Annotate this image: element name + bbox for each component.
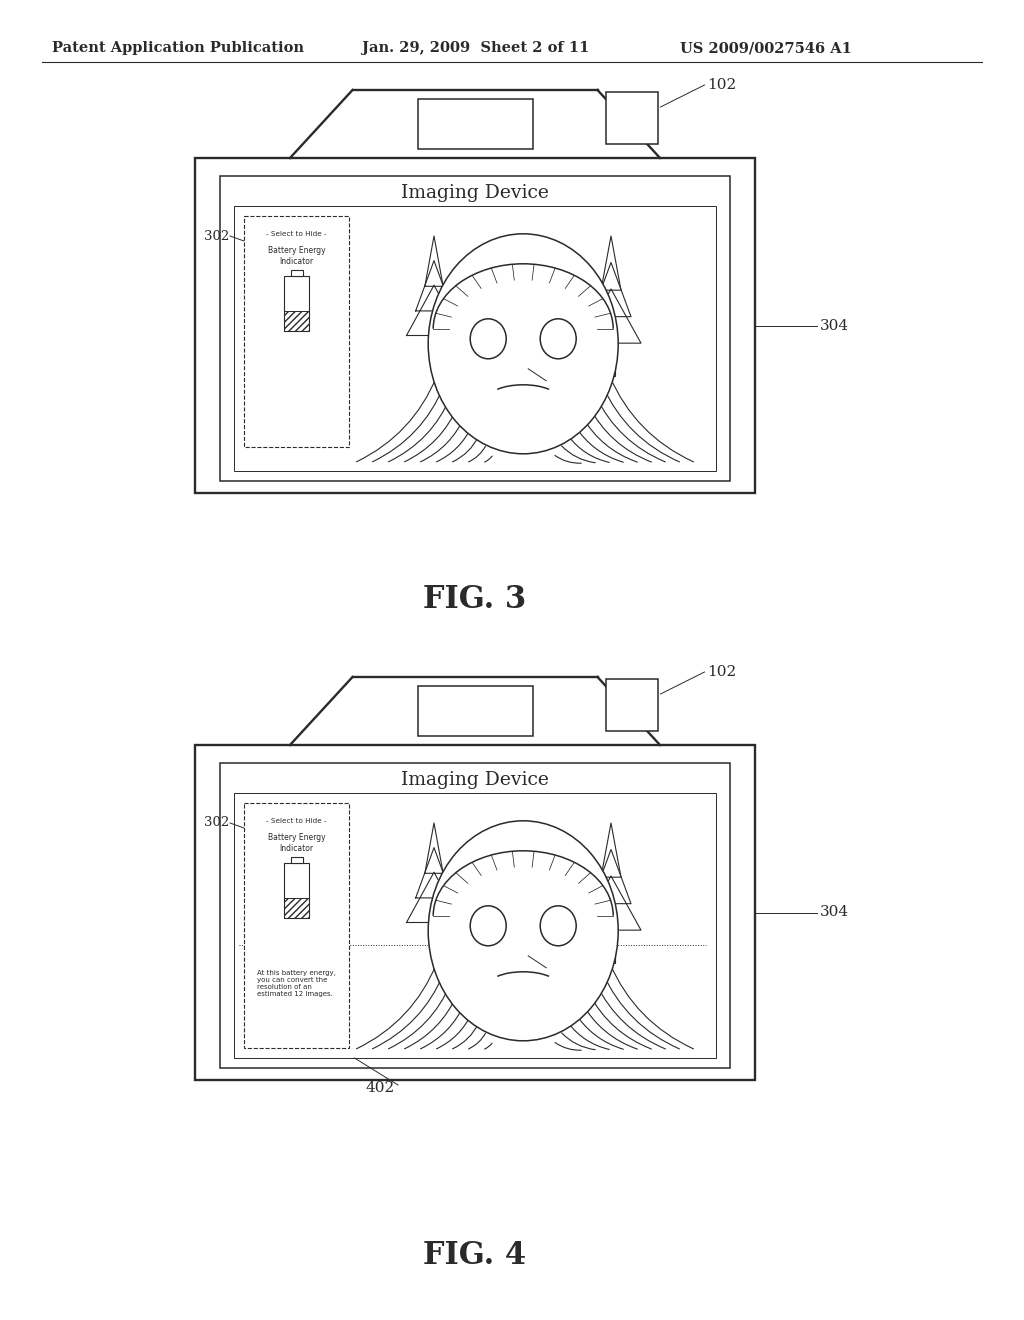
Ellipse shape [541,906,577,946]
Text: - Select to Hide -: - Select to Hide - [266,231,327,238]
Bar [605,92,657,144]
Bar [220,176,730,480]
Bar [284,898,309,917]
Bar [430,347,438,366]
Bar [418,686,532,737]
Ellipse shape [428,821,618,1040]
Text: Imaging Device: Imaging Device [401,771,549,789]
Ellipse shape [428,234,618,454]
Bar [234,793,716,1059]
Text: - Select to Hide -: - Select to Hide - [266,818,327,824]
Bar [607,944,615,964]
Text: 302: 302 [204,817,229,829]
Bar [430,935,438,953]
Bar [284,312,309,331]
Text: 302: 302 [204,230,229,243]
Text: 304: 304 [820,906,849,920]
Text: At this battery energy,
you can convert the
resolution of an
estimated 12 images: At this battery energy, you can convert … [257,970,336,997]
Text: 102: 102 [708,665,736,678]
Bar [284,276,309,331]
Bar [234,206,716,471]
Bar [244,216,349,446]
Ellipse shape [470,906,506,946]
Bar [418,99,532,149]
Bar [291,857,302,863]
Ellipse shape [541,319,577,359]
Text: Battery Energy
Indicator: Battery Energy Indicator [267,833,326,853]
Bar [195,744,755,1080]
Text: Patent Application Publication: Patent Application Publication [52,41,304,55]
Bar [220,763,730,1068]
Text: FIG. 4: FIG. 4 [424,1239,526,1270]
Bar [476,937,482,953]
Bar [284,863,309,917]
Bar [476,351,482,366]
Text: 102: 102 [708,78,736,92]
Text: Imaging Device: Imaging Device [401,183,549,202]
Bar [291,271,302,276]
Text: Jan. 29, 2009  Sheet 2 of 11: Jan. 29, 2009 Sheet 2 of 11 [362,41,590,55]
Ellipse shape [470,319,506,359]
Bar [195,158,755,492]
Text: US 2009/0027546 A1: US 2009/0027546 A1 [680,41,852,55]
Bar [284,312,309,331]
Text: FIG. 3: FIG. 3 [423,585,526,615]
Bar [244,803,349,1048]
Bar [605,678,657,731]
Text: 304: 304 [820,318,849,333]
Text: 402: 402 [366,1081,394,1096]
Bar [284,898,309,917]
Text: Battery Energy
Indicator: Battery Energy Indicator [267,247,326,265]
Bar [607,356,615,376]
